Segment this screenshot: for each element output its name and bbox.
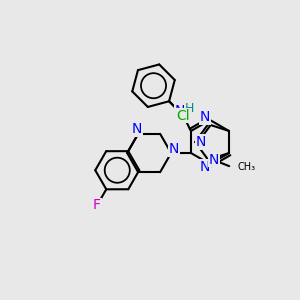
Text: N: N [169,142,179,156]
Text: N: N [209,153,219,167]
Text: N: N [200,110,210,124]
Text: N: N [196,135,206,149]
Text: N: N [200,160,210,174]
Text: H: H [184,102,194,115]
Text: N: N [175,104,185,118]
Text: N: N [132,122,142,136]
Text: CH₃: CH₃ [237,162,255,172]
Text: Cl: Cl [177,109,190,123]
Text: F: F [93,198,101,212]
